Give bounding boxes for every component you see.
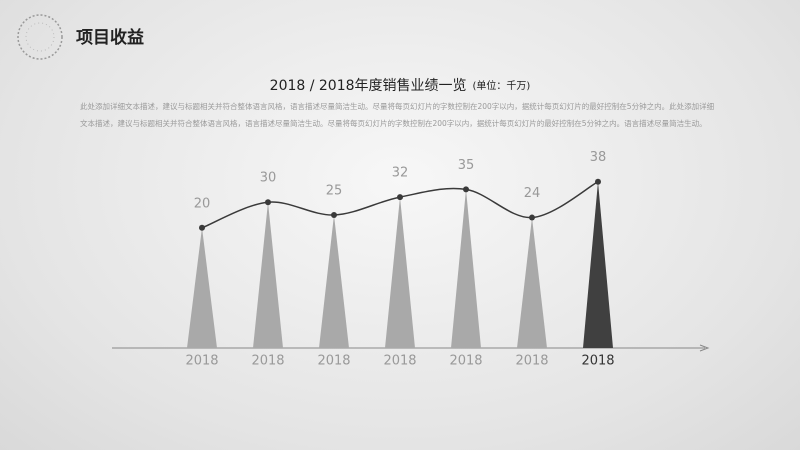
- cone: [319, 215, 349, 348]
- cone: [253, 202, 283, 348]
- point: [331, 212, 337, 218]
- value-label: 30: [260, 171, 277, 186]
- value-label: 20: [194, 196, 211, 211]
- value-label: 35: [458, 158, 475, 173]
- subtitle: (单位：千万): [473, 79, 531, 92]
- cone: [187, 227, 217, 348]
- point: [529, 214, 535, 221]
- logo-inner: [25, 22, 55, 52]
- description: 此处添加详细文本描述，建议与标题相关并符合整体语言风格，语言描述尽量简洁生动。尽…: [80, 102, 715, 128]
- axis-arrow: [699, 344, 710, 352]
- chart-title: 2018 / 2018年度销售业绩一览 (单位：千万): [270, 78, 531, 94]
- point: [265, 199, 271, 206]
- point: [397, 194, 403, 201]
- x-tick-label: 2018: [383, 354, 416, 369]
- x-tick-label: 2018: [581, 354, 614, 369]
- cone: [451, 189, 481, 348]
- point: [199, 224, 205, 231]
- point: [463, 186, 469, 193]
- value-label: 24: [524, 186, 541, 201]
- value-label: 32: [392, 166, 409, 181]
- cone: [583, 181, 613, 348]
- title: 2018 / 2018年度销售业绩一览: [270, 78, 467, 94]
- header-title: 项目收益: [76, 27, 144, 48]
- logo: [17, 14, 63, 60]
- value-label: 38: [590, 150, 607, 165]
- x-tick-label: 2018: [185, 354, 218, 369]
- cone: [517, 217, 547, 348]
- cone: [385, 197, 415, 348]
- x-tick-label: 2018: [515, 354, 548, 369]
- x-tick-label: 2018: [449, 354, 482, 369]
- x-tick-label: 2018: [251, 354, 284, 369]
- x-tick-label: 2018: [317, 354, 350, 369]
- value-label: 25: [326, 184, 343, 199]
- point: [595, 178, 601, 185]
